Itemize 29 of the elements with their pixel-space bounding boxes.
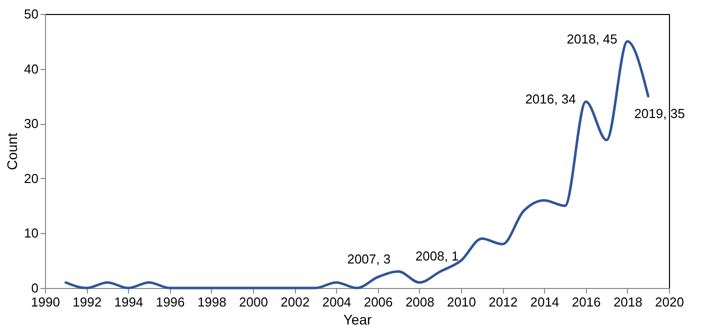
y-tick-label: 10 <box>24 226 38 241</box>
x-tick-label: 2002 <box>280 294 310 310</box>
annotation: 2007, 3 <box>347 252 391 267</box>
annotation: 2016, 34 <box>525 92 576 107</box>
y-tick-label: 50 <box>24 6 38 22</box>
x-tick-label: 2010 <box>447 294 476 310</box>
x-tick-label: 2014 <box>530 294 560 310</box>
y-tick-label: 40 <box>24 61 38 76</box>
x-tick-label: 1998 <box>197 294 226 310</box>
x-tick-label: 2008 <box>405 294 434 310</box>
x-tick-label: 1990 <box>31 294 60 310</box>
annotation: 2019, 35 <box>634 106 685 122</box>
x-axis-title: Year <box>343 312 372 328</box>
x-tick-label: 2000 <box>239 294 268 310</box>
x-tick-label: 2012 <box>488 294 518 310</box>
x-tick-label: 1994 <box>114 294 144 310</box>
x-tick-label: 2020 <box>655 294 684 310</box>
y-tick-label: 0 <box>31 280 38 296</box>
x-tick-label: 1992 <box>72 294 102 310</box>
annotation: 2008, 1 <box>415 248 459 264</box>
y-axis-title: Count <box>4 132 20 170</box>
x-tick-label: 2018 <box>613 294 642 310</box>
annotation: 2018, 45 <box>566 31 618 46</box>
x-tick-label: 1996 <box>156 294 185 310</box>
x-tick-label: 2004 <box>322 294 352 310</box>
x-tick-label: 2016 <box>572 294 601 310</box>
y-tick-label: 30 <box>24 116 38 132</box>
x-tick-label: 2006 <box>364 294 393 310</box>
y-tick-label: 20 <box>24 170 38 186</box>
